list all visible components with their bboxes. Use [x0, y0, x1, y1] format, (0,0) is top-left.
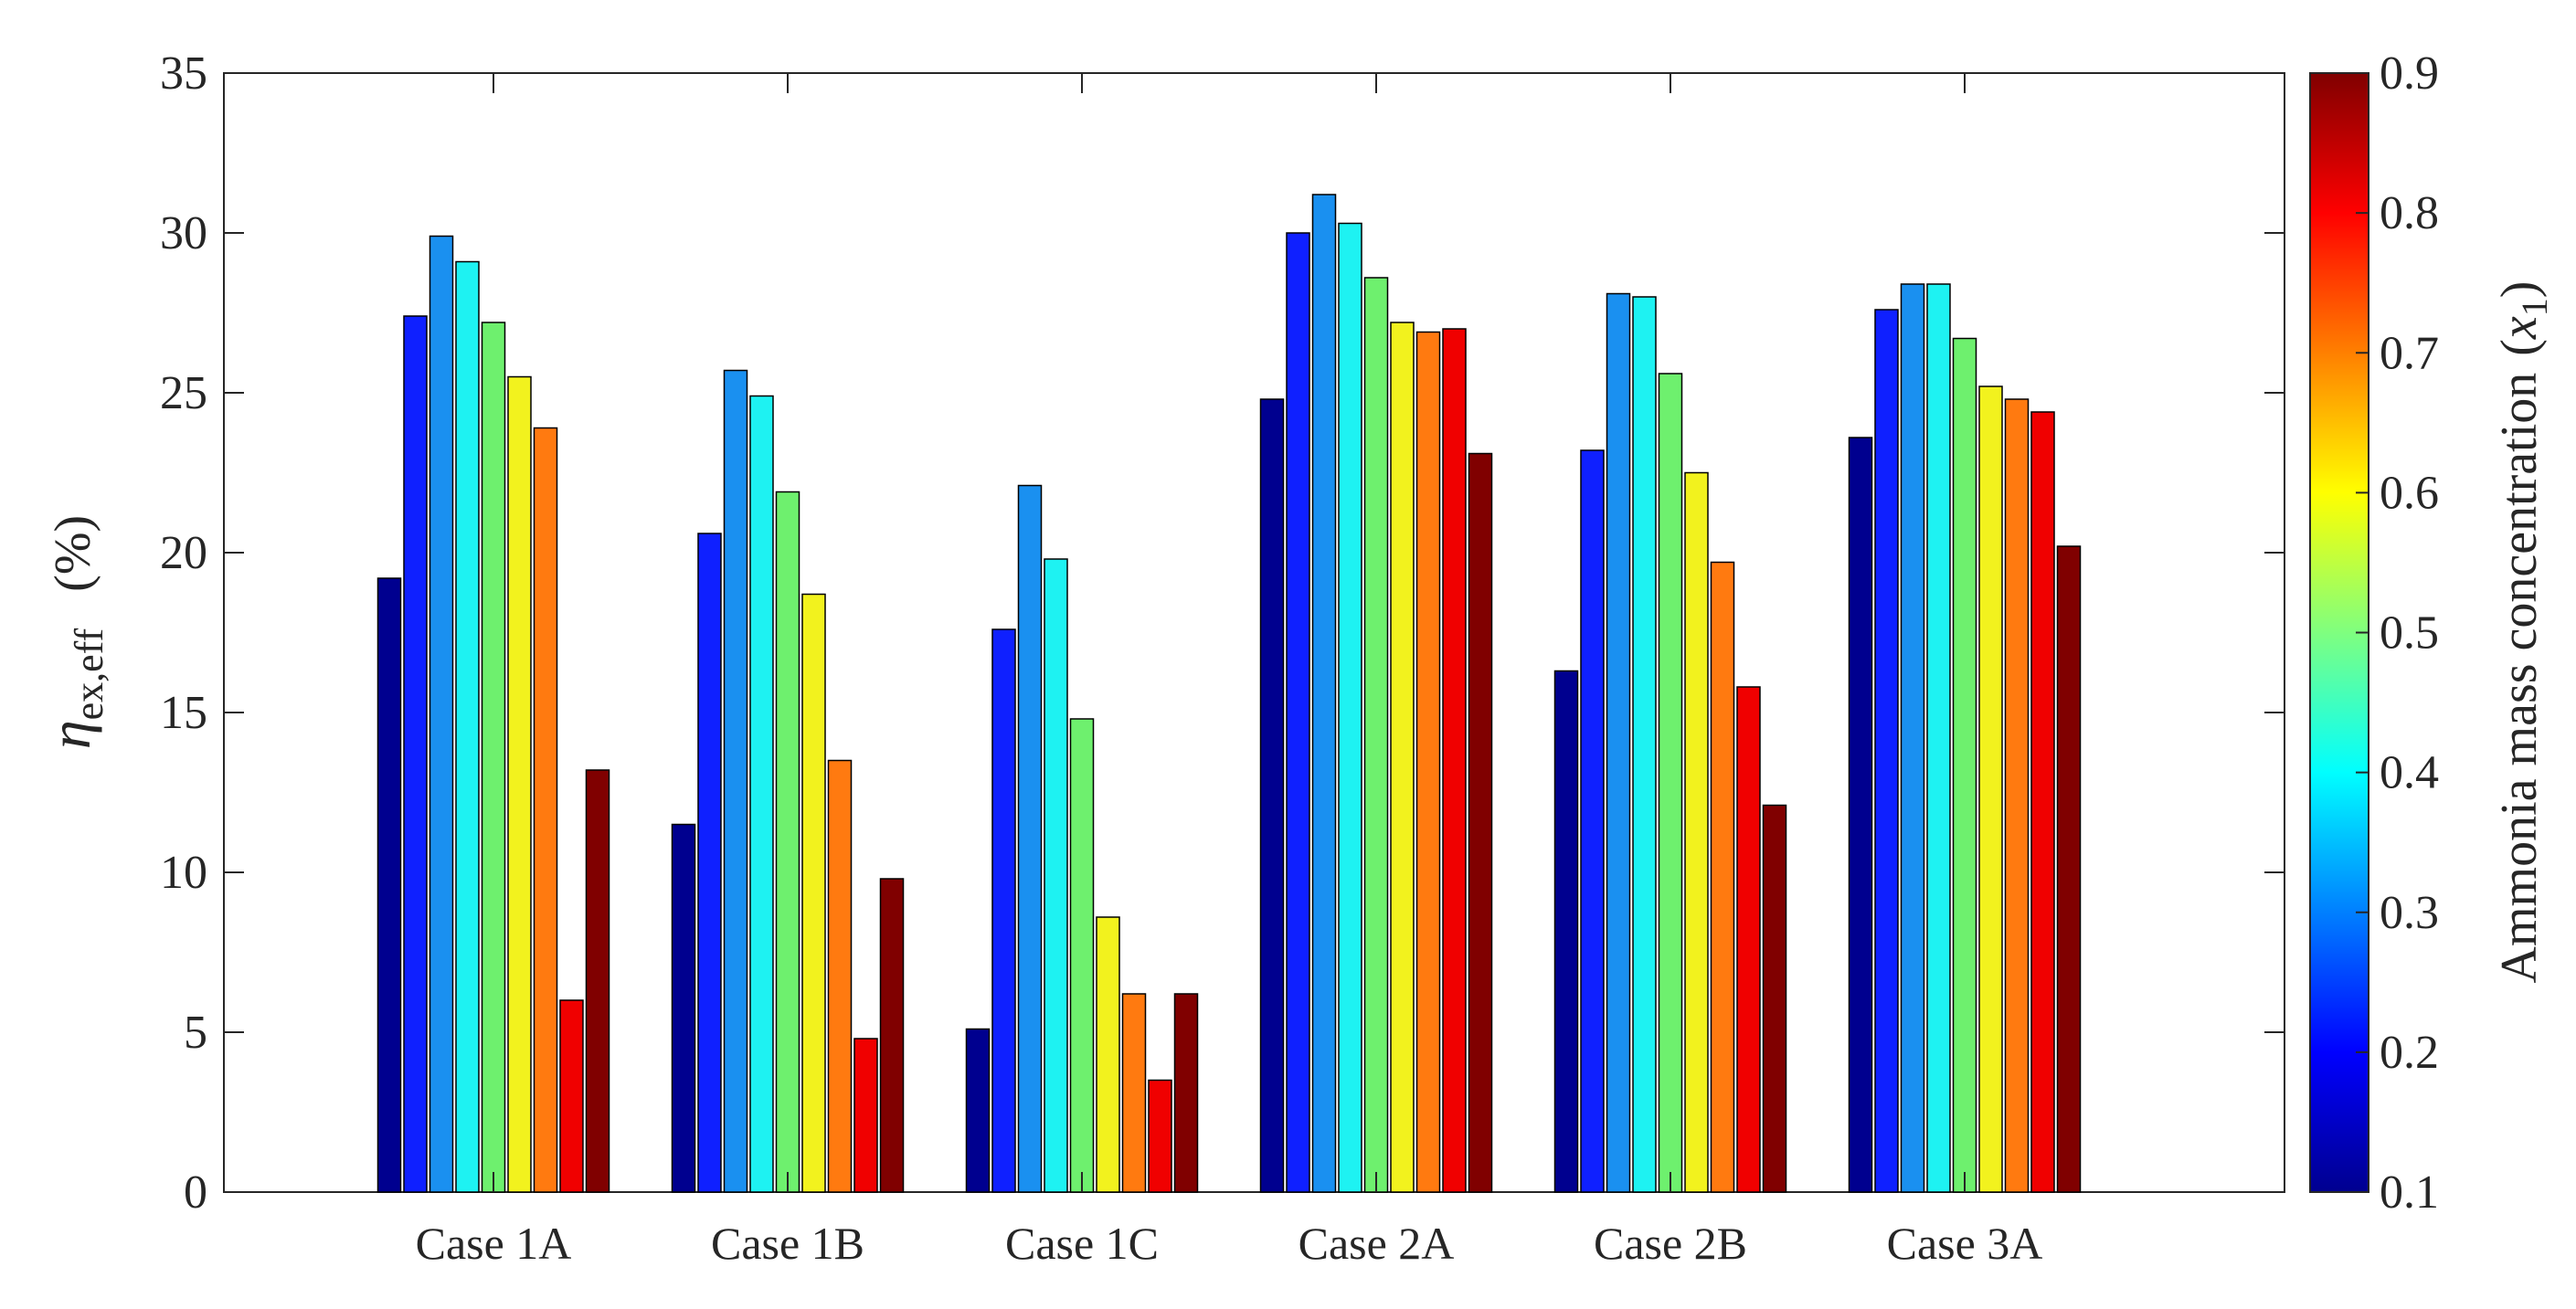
- bar: [1121, 993, 1147, 1193]
- bar: [723, 369, 748, 1193]
- bar: [1096, 916, 1120, 1193]
- bar: [1926, 283, 1951, 1193]
- bar: [775, 491, 800, 1193]
- x-axis: Case 1A Case 1B Case 1C Case 2A Case 2B Case …: [416, 73, 2043, 1269]
- x-tick-label: Case 1A: [416, 1218, 572, 1269]
- bar: [533, 427, 558, 1193]
- y-tick-label: 0: [184, 1166, 207, 1219]
- x-tick-label: Case 1B: [711, 1218, 864, 1269]
- bar: [1259, 398, 1285, 1193]
- bar: [1415, 331, 1441, 1193]
- bar: [827, 759, 853, 1193]
- colorbar-var-sub: 1: [2514, 298, 2555, 316]
- bar: [1390, 322, 1415, 1193]
- bar: [671, 823, 696, 1193]
- bar: [507, 375, 532, 1193]
- bar: [1017, 484, 1043, 1193]
- bar: [1553, 670, 1579, 1193]
- bar: [403, 315, 428, 1193]
- colorbar-tick-label: 0.4: [2380, 747, 2439, 799]
- bar: [1874, 309, 1899, 1193]
- x-tick-label: Case 1C: [1005, 1218, 1159, 1269]
- bar: [455, 260, 480, 1193]
- bar: [1632, 296, 1657, 1193]
- colorbar-tick-label: 0.1: [2380, 1166, 2439, 1219]
- bar: [1468, 452, 1493, 1193]
- bar: [1069, 718, 1095, 1193]
- bar: [1173, 993, 1199, 1193]
- bar: [481, 322, 506, 1193]
- y-tick-label: 30: [160, 207, 207, 259]
- y-tick-label: 10: [160, 847, 207, 899]
- bar: [965, 1028, 991, 1193]
- x-tick-label: Case 2A: [1299, 1218, 1455, 1269]
- bar: [1710, 561, 1735, 1193]
- bar: [1978, 385, 2003, 1193]
- bar: [749, 395, 774, 1193]
- colorbar-label: Ammonia mass concentration: [2491, 373, 2548, 984]
- colorbar-tick-label: 0.6: [2380, 467, 2439, 519]
- colorbar-var: x: [2491, 316, 2548, 340]
- bar: [559, 999, 584, 1193]
- colorbar-tick-label: 0.9: [2380, 48, 2439, 100]
- colorbar-tick-label: 0.5: [2380, 607, 2439, 660]
- x-tick-label: Case 3A: [1887, 1218, 2043, 1269]
- bar: [1363, 277, 1389, 1193]
- bar: [1658, 373, 1683, 1193]
- bar: [2056, 545, 2082, 1193]
- bar: [2004, 398, 2030, 1193]
- y-tick-label: 25: [160, 367, 207, 419]
- y-tick-label: 5: [184, 1007, 207, 1059]
- bar: [2030, 411, 2055, 1193]
- y-axis: 0 5 10 15 20 25 30 35: [160, 48, 2284, 1219]
- colorbar-tick-label: 0.8: [2380, 187, 2439, 239]
- bar: [1762, 804, 1787, 1193]
- y-tick-label: 15: [160, 687, 207, 739]
- bar: [1442, 328, 1467, 1193]
- y-tick-label: 20: [160, 527, 207, 579]
- bar: [1338, 222, 1362, 1193]
- bar: [1286, 232, 1310, 1193]
- bar: [376, 577, 402, 1193]
- bar: [1148, 1079, 1172, 1193]
- bar: [697, 533, 722, 1193]
- bar: [1580, 449, 1605, 1193]
- bar: [1311, 194, 1337, 1193]
- y-tick-label: 35: [160, 48, 207, 100]
- colorbar-title: Ammonia mass concentration(x1): [2491, 281, 2555, 984]
- bar: [853, 1038, 878, 1193]
- y-axis-title: ηex,eff (%): [37, 515, 111, 749]
- bar: [585, 769, 610, 1193]
- bar: [1736, 686, 1761, 1193]
- x-tick-label: Case 2B: [1594, 1218, 1747, 1269]
- colorbar-tick-label: 0.3: [2380, 887, 2439, 939]
- bar-group: [376, 194, 2082, 1193]
- colorbar-tick-label: 0.7: [2380, 327, 2439, 379]
- bar: [1684, 471, 1709, 1193]
- bar: [1606, 292, 1631, 1193]
- bar: [1900, 283, 1925, 1193]
- bar: [991, 628, 1016, 1193]
- bar: [1848, 437, 1873, 1193]
- bar: [1044, 558, 1068, 1193]
- y-axis-symbol: η: [37, 720, 102, 749]
- bar: [801, 593, 826, 1193]
- colorbar-tick-label: 0.2: [2380, 1027, 2439, 1079]
- y-axis-subscript: ex,eff: [67, 628, 111, 720]
- y-axis-unit: (%): [45, 515, 101, 592]
- colorbar-axis: 0.1 0.2 0.3 0.4 0.5 0.6 0.7 0.8 0.9: [2356, 48, 2439, 1219]
- bar: [879, 878, 905, 1193]
- bar: [429, 235, 454, 1193]
- bar: [1952, 337, 1977, 1193]
